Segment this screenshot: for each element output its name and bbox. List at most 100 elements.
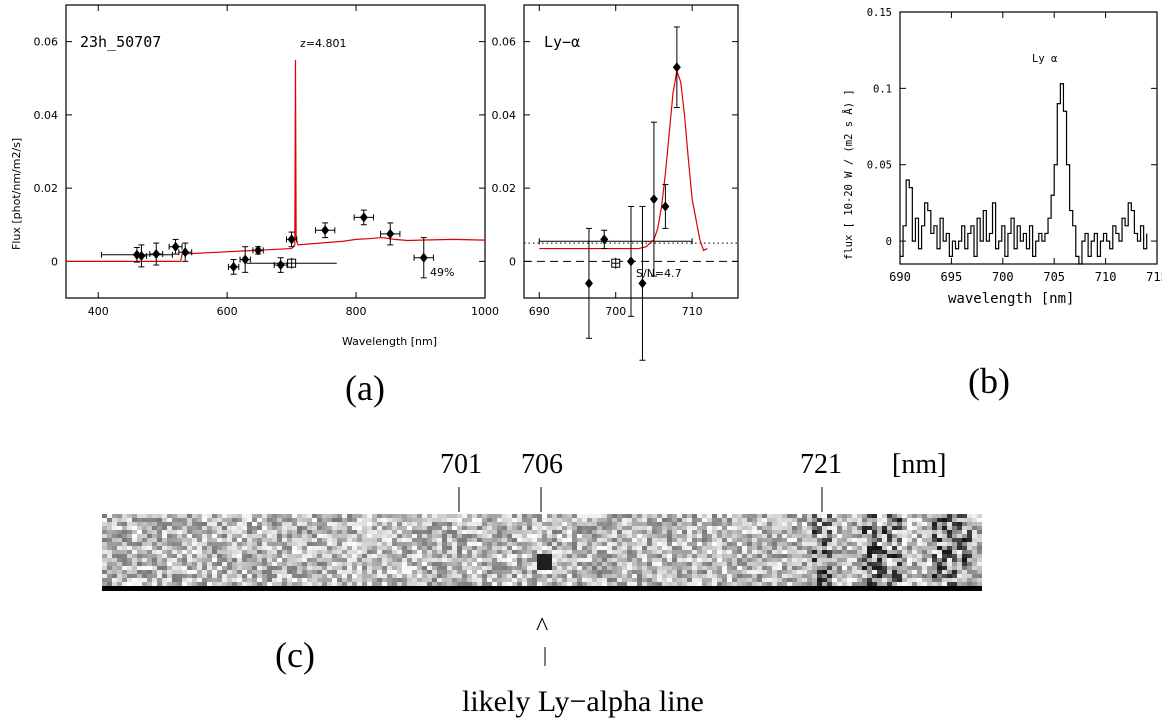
noise-pixel bbox=[377, 530, 382, 534]
panel-a-right-ytick-label: 0.04 bbox=[492, 109, 517, 122]
noise-pixel bbox=[567, 582, 572, 586]
noise-pixel bbox=[537, 514, 542, 518]
noise-pixel bbox=[692, 554, 697, 558]
noise-pixel bbox=[942, 566, 947, 570]
noise-pixel bbox=[362, 566, 367, 570]
noise-pixel bbox=[387, 578, 392, 582]
noise-pixel bbox=[797, 570, 802, 574]
noise-pixel bbox=[442, 582, 447, 586]
noise-pixel bbox=[712, 582, 717, 586]
panel-a-left-model-line bbox=[66, 59, 486, 262]
noise-pixel bbox=[442, 558, 447, 562]
noise-pixel bbox=[512, 578, 517, 582]
noise-pixel bbox=[427, 582, 432, 586]
noise-pixel bbox=[897, 578, 902, 582]
noise-pixel bbox=[892, 538, 897, 542]
noise-pixel bbox=[262, 562, 267, 566]
noise-pixel bbox=[657, 566, 662, 570]
noise-pixel bbox=[542, 570, 547, 574]
noise-pixel bbox=[242, 530, 247, 534]
noise-pixel bbox=[567, 550, 572, 554]
noise-pixel bbox=[712, 570, 717, 574]
noise-pixel bbox=[242, 534, 247, 538]
noise-pixel bbox=[482, 570, 487, 574]
noise-pixel bbox=[702, 566, 707, 570]
noise-pixel bbox=[927, 534, 932, 538]
noise-pixel bbox=[782, 530, 787, 534]
noise-pixel bbox=[817, 582, 822, 586]
noise-pixel bbox=[667, 514, 672, 518]
noise-pixel bbox=[947, 534, 952, 538]
noise-pixel bbox=[172, 538, 177, 542]
noise-pixel bbox=[452, 526, 457, 530]
noise-pixel bbox=[777, 554, 782, 558]
noise-pixel bbox=[587, 578, 592, 582]
noise-pixel bbox=[962, 558, 967, 562]
noise-pixel bbox=[597, 530, 602, 534]
noise-pixel bbox=[682, 574, 687, 578]
noise-pixel bbox=[142, 582, 147, 586]
noise-pixel bbox=[587, 562, 592, 566]
noise-pixel bbox=[117, 518, 122, 522]
noise-pixel bbox=[132, 582, 137, 586]
noise-pixel bbox=[697, 562, 702, 566]
noise-pixel bbox=[767, 546, 772, 550]
noise-pixel bbox=[642, 530, 647, 534]
noise-pixel bbox=[507, 582, 512, 586]
noise-pixel bbox=[397, 554, 402, 558]
noise-pixel bbox=[417, 554, 422, 558]
noise-pixel bbox=[197, 522, 202, 526]
noise-pixel bbox=[352, 562, 357, 566]
noise-pixel bbox=[167, 542, 172, 546]
noise-pixel bbox=[642, 514, 647, 518]
noise-pixel bbox=[777, 534, 782, 538]
noise-pixel bbox=[492, 542, 497, 546]
noise-pixel bbox=[742, 546, 747, 550]
noise-pixel bbox=[912, 550, 917, 554]
noise-pixel bbox=[437, 574, 442, 578]
noise-pixel bbox=[917, 562, 922, 566]
noise-pixel bbox=[462, 542, 467, 546]
noise-pixel bbox=[922, 562, 927, 566]
noise-pixel bbox=[657, 542, 662, 546]
noise-pixel bbox=[512, 570, 517, 574]
noise-pixel bbox=[722, 554, 727, 558]
noise-pixel bbox=[357, 578, 362, 582]
panel-b-chart: Ly α wavelength [nm] flux [ 10-20 W / (m… bbox=[842, 7, 1162, 307]
noise-pixel bbox=[182, 538, 187, 542]
noise-pixel bbox=[227, 574, 232, 578]
noise-pixel bbox=[647, 542, 652, 546]
noise-pixel bbox=[977, 514, 982, 518]
noise-pixel bbox=[397, 562, 402, 566]
noise-pixel bbox=[102, 518, 107, 522]
noise-pixel bbox=[397, 546, 402, 550]
noise-pixel bbox=[362, 526, 367, 530]
noise-pixel bbox=[702, 542, 707, 546]
noise-pixel bbox=[467, 578, 472, 582]
noise-pixel bbox=[672, 522, 677, 526]
noise-pixel bbox=[707, 514, 712, 518]
noise-pixel bbox=[877, 546, 882, 550]
noise-pixel bbox=[512, 534, 517, 538]
noise-pixel bbox=[187, 562, 192, 566]
noise-pixel bbox=[122, 538, 127, 542]
noise-pixel bbox=[817, 514, 822, 518]
noise-pixel bbox=[332, 566, 337, 570]
noise-pixel bbox=[382, 522, 387, 526]
noise-pixel bbox=[502, 574, 507, 578]
noise-pixel bbox=[947, 530, 952, 534]
noise-pixel bbox=[462, 534, 467, 538]
noise-pixel bbox=[492, 522, 497, 526]
noise-pixel bbox=[647, 570, 652, 574]
noise-pixel bbox=[287, 558, 292, 562]
noise-pixel bbox=[947, 570, 952, 574]
noise-pixel bbox=[562, 514, 567, 518]
noise-pixel bbox=[187, 550, 192, 554]
noise-pixel bbox=[327, 574, 332, 578]
noise-pixel bbox=[662, 578, 667, 582]
noise-pixel bbox=[267, 522, 272, 526]
noise-pixel bbox=[472, 570, 477, 574]
noise-pixel bbox=[657, 538, 662, 542]
noise-pixel bbox=[132, 554, 137, 558]
noise-pixel bbox=[427, 514, 432, 518]
